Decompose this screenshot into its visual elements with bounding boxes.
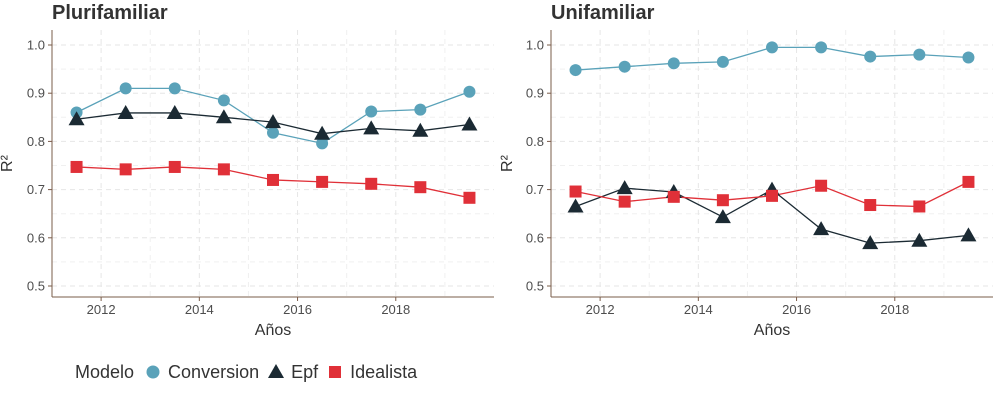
legend-triangle-icon [268,364,285,378]
plurifamiliar-idealista-point [119,163,132,176]
unifamiliar-y-tick-label: 0.5 [526,279,544,294]
unifamiliar-y-tick-label: 0.6 [526,230,544,245]
plurifamiliar-x-axis-label: Años [255,322,291,339]
unifamiliar-idealista-point [766,189,778,202]
unifamiliar-epf-point [616,180,633,195]
plurifamiliar-epf-point [117,104,134,119]
plurifamiliar-y-tick-label: 0.9 [27,86,45,101]
unifamiliar-epf-point [813,221,830,236]
plurifamiliar-x-tick-label: 2014 [185,302,214,317]
panel-title-plurifamiliar: Plurifamiliar [52,2,168,24]
unifamiliar-epf-point [960,227,977,242]
plurifamiliar-epf-point [363,120,380,135]
unifamiliar-x-tick-label: 2014 [684,302,713,317]
unifamiliar-y-tick-label: 0.8 [526,134,544,149]
unifamiliar-conversion-point [667,57,680,70]
plurifamiliar-x-tick-label: 2016 [283,302,312,317]
plurifamiliar-epf-point [461,116,478,131]
plurifamiliar-conversion-point [119,82,132,95]
unifamiliar-epf-point [862,235,879,250]
plurifamiliar-idealista-point [70,160,83,173]
unifamiliar-x-axis-label: Años [754,322,790,339]
unifamiliar-epf-point [567,198,584,213]
unifamiliar-conversion-point [618,60,631,73]
unifamiliar-idealista-point [716,194,729,207]
plurifamiliar-conversion-point [267,126,279,139]
unifamiliar-conversion-point [716,55,729,68]
legend-label-epf: Epf [291,361,319,382]
unifamiliar-conversion-point [864,50,877,63]
unifamiliar-conversion-point [815,41,828,54]
plurifamiliar-epf-point [314,125,331,140]
plurifamiliar-epf-point [215,109,232,124]
plurifamiliar-epf-point [68,111,85,126]
panel-title-unifamiliar: Unifamiliar [551,2,655,24]
plurifamiliar-idealista-point [316,175,329,188]
plurifamiliar-idealista-point [414,181,427,194]
unifamiliar-idealista-point [962,175,975,188]
legend-item-conversion: Conversion [142,361,259,383]
plurifamiliar-y-tick-label: 0.8 [27,134,45,149]
plurifamiliar-x-tick-label: 2012 [87,302,116,317]
unifamiliar-epf-point [911,232,928,247]
unifamiliar-conversion-point [569,64,582,77]
unifamiliar-epf-point [714,209,731,224]
plurifamiliar-idealista-point [168,160,181,173]
unifamiliar-idealista-point [618,195,631,208]
plurifamiliar-epf-point [166,104,183,119]
plurifamiliar-y-tick-label: 0.7 [27,182,45,197]
plurifamiliar-idealista-point [217,163,230,176]
unifamiliar-idealista-point [667,190,680,203]
plurifamiliar-y-tick-label: 0.5 [27,279,45,294]
plurifamiliar-idealista-point [463,191,476,204]
plurifamiliar-epf-point [412,122,429,137]
unifamiliar-y-tick-label: 0.9 [526,86,544,101]
legend-square-icon [329,366,342,378]
unifamiliar-x-tick-label: 2012 [586,302,615,317]
unifamiliar-x-tick-label: 2018 [880,302,909,317]
unifamiliar-x-tick-label: 2016 [782,302,811,317]
plurifamiliar-epf-point [265,114,281,129]
plurifamiliar-conversion-point [316,137,329,150]
legend-item-epf: Epf [265,361,318,383]
legend-item-idealista: Idealista [324,361,417,383]
plurifamiliar-idealista-point [365,177,378,190]
plurifamiliar-conversion-point [217,94,230,107]
plurifamiliar-y-tick-label: 0.6 [27,230,45,245]
unifamiliar-conversion-point [913,48,926,61]
unifamiliar-idealista-point [913,200,926,213]
unifamiliar-conversion-point [766,41,778,54]
unifamiliar-y-axis-label: R² [499,154,516,172]
unifamiliar-conversion-point [962,51,975,64]
unifamiliar-idealista-point [569,185,582,198]
unifamiliar-idealista-point [864,199,877,212]
plurifamiliar-y-tick-label: 1.0 [27,38,45,53]
unifamiliar-y-tick-label: 1.0 [526,38,544,53]
plurifamiliar-conversion-point [414,103,427,116]
plurifamiliar-x-tick-label: 2018 [381,302,410,317]
legend-label-conversion: Conversion [168,361,260,382]
unifamiliar-idealista-point [815,179,828,192]
legend-circle-icon [146,365,160,379]
plurifamiliar-conversion-point [168,82,181,95]
unifamiliar-y-tick-label: 0.7 [526,182,544,197]
legend-label-idealista: Idealista [350,361,418,382]
legend: Modelo Conversion Epf Idealista [75,360,423,384]
plurifamiliar-conversion-point [365,105,378,118]
plurifamiliar-idealista-point [267,173,279,186]
plurifamiliar-conversion-point [463,85,476,98]
plurifamiliar-y-axis-label: R² [0,154,16,172]
legend-title: Modelo [75,361,135,382]
